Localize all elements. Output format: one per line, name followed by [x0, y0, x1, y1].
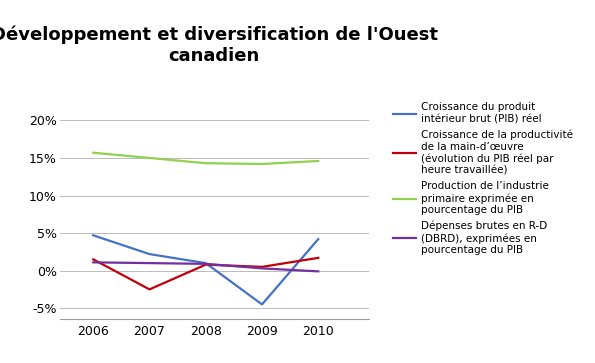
Legend: Croissance du produit
intérieur brut (PIB) réel, Croissance de la productivité
d: Croissance du produit intérieur brut (PI… — [393, 102, 573, 255]
Text: Développement et diversification de l'Ouest
canadien: Développement et diversification de l'Ou… — [0, 25, 438, 65]
